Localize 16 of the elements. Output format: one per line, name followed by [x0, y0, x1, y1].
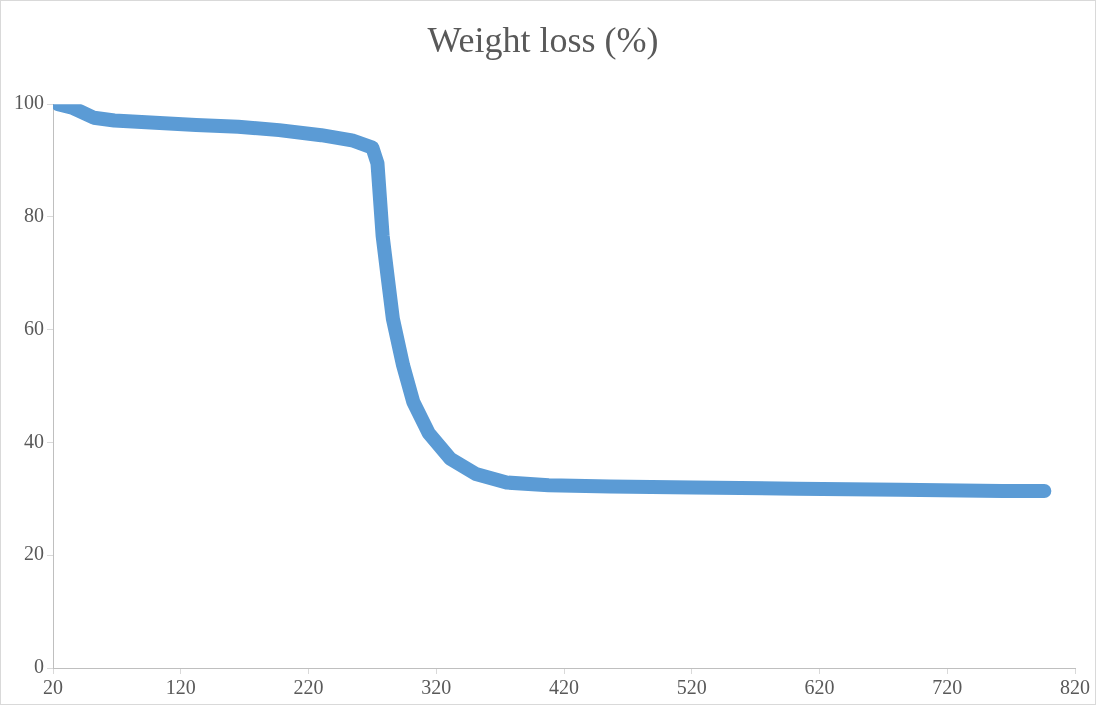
x-tick-label: 320	[421, 676, 452, 699]
y-tick-label: 0	[34, 655, 44, 678]
y-tick-label: 80	[24, 204, 44, 227]
x-tick-label: 420	[549, 676, 579, 699]
x-tick-label: 520	[676, 676, 707, 699]
y-tick-label: 100	[14, 91, 44, 114]
y-tick-label: 60	[24, 316, 44, 339]
x-tick-label: 120	[165, 676, 196, 699]
x-tick-label: 820	[1060, 676, 1090, 699]
x-tick-label: 20	[43, 676, 63, 699]
x-tick-label: 720	[932, 676, 963, 699]
y-tick-label: 20	[24, 542, 44, 565]
chart-title: Weight loss (%)	[427, 20, 659, 61]
x-tick-label: 220	[293, 676, 324, 699]
y-tick-label: 40	[24, 429, 44, 452]
x-tick-label: 620	[804, 676, 835, 699]
